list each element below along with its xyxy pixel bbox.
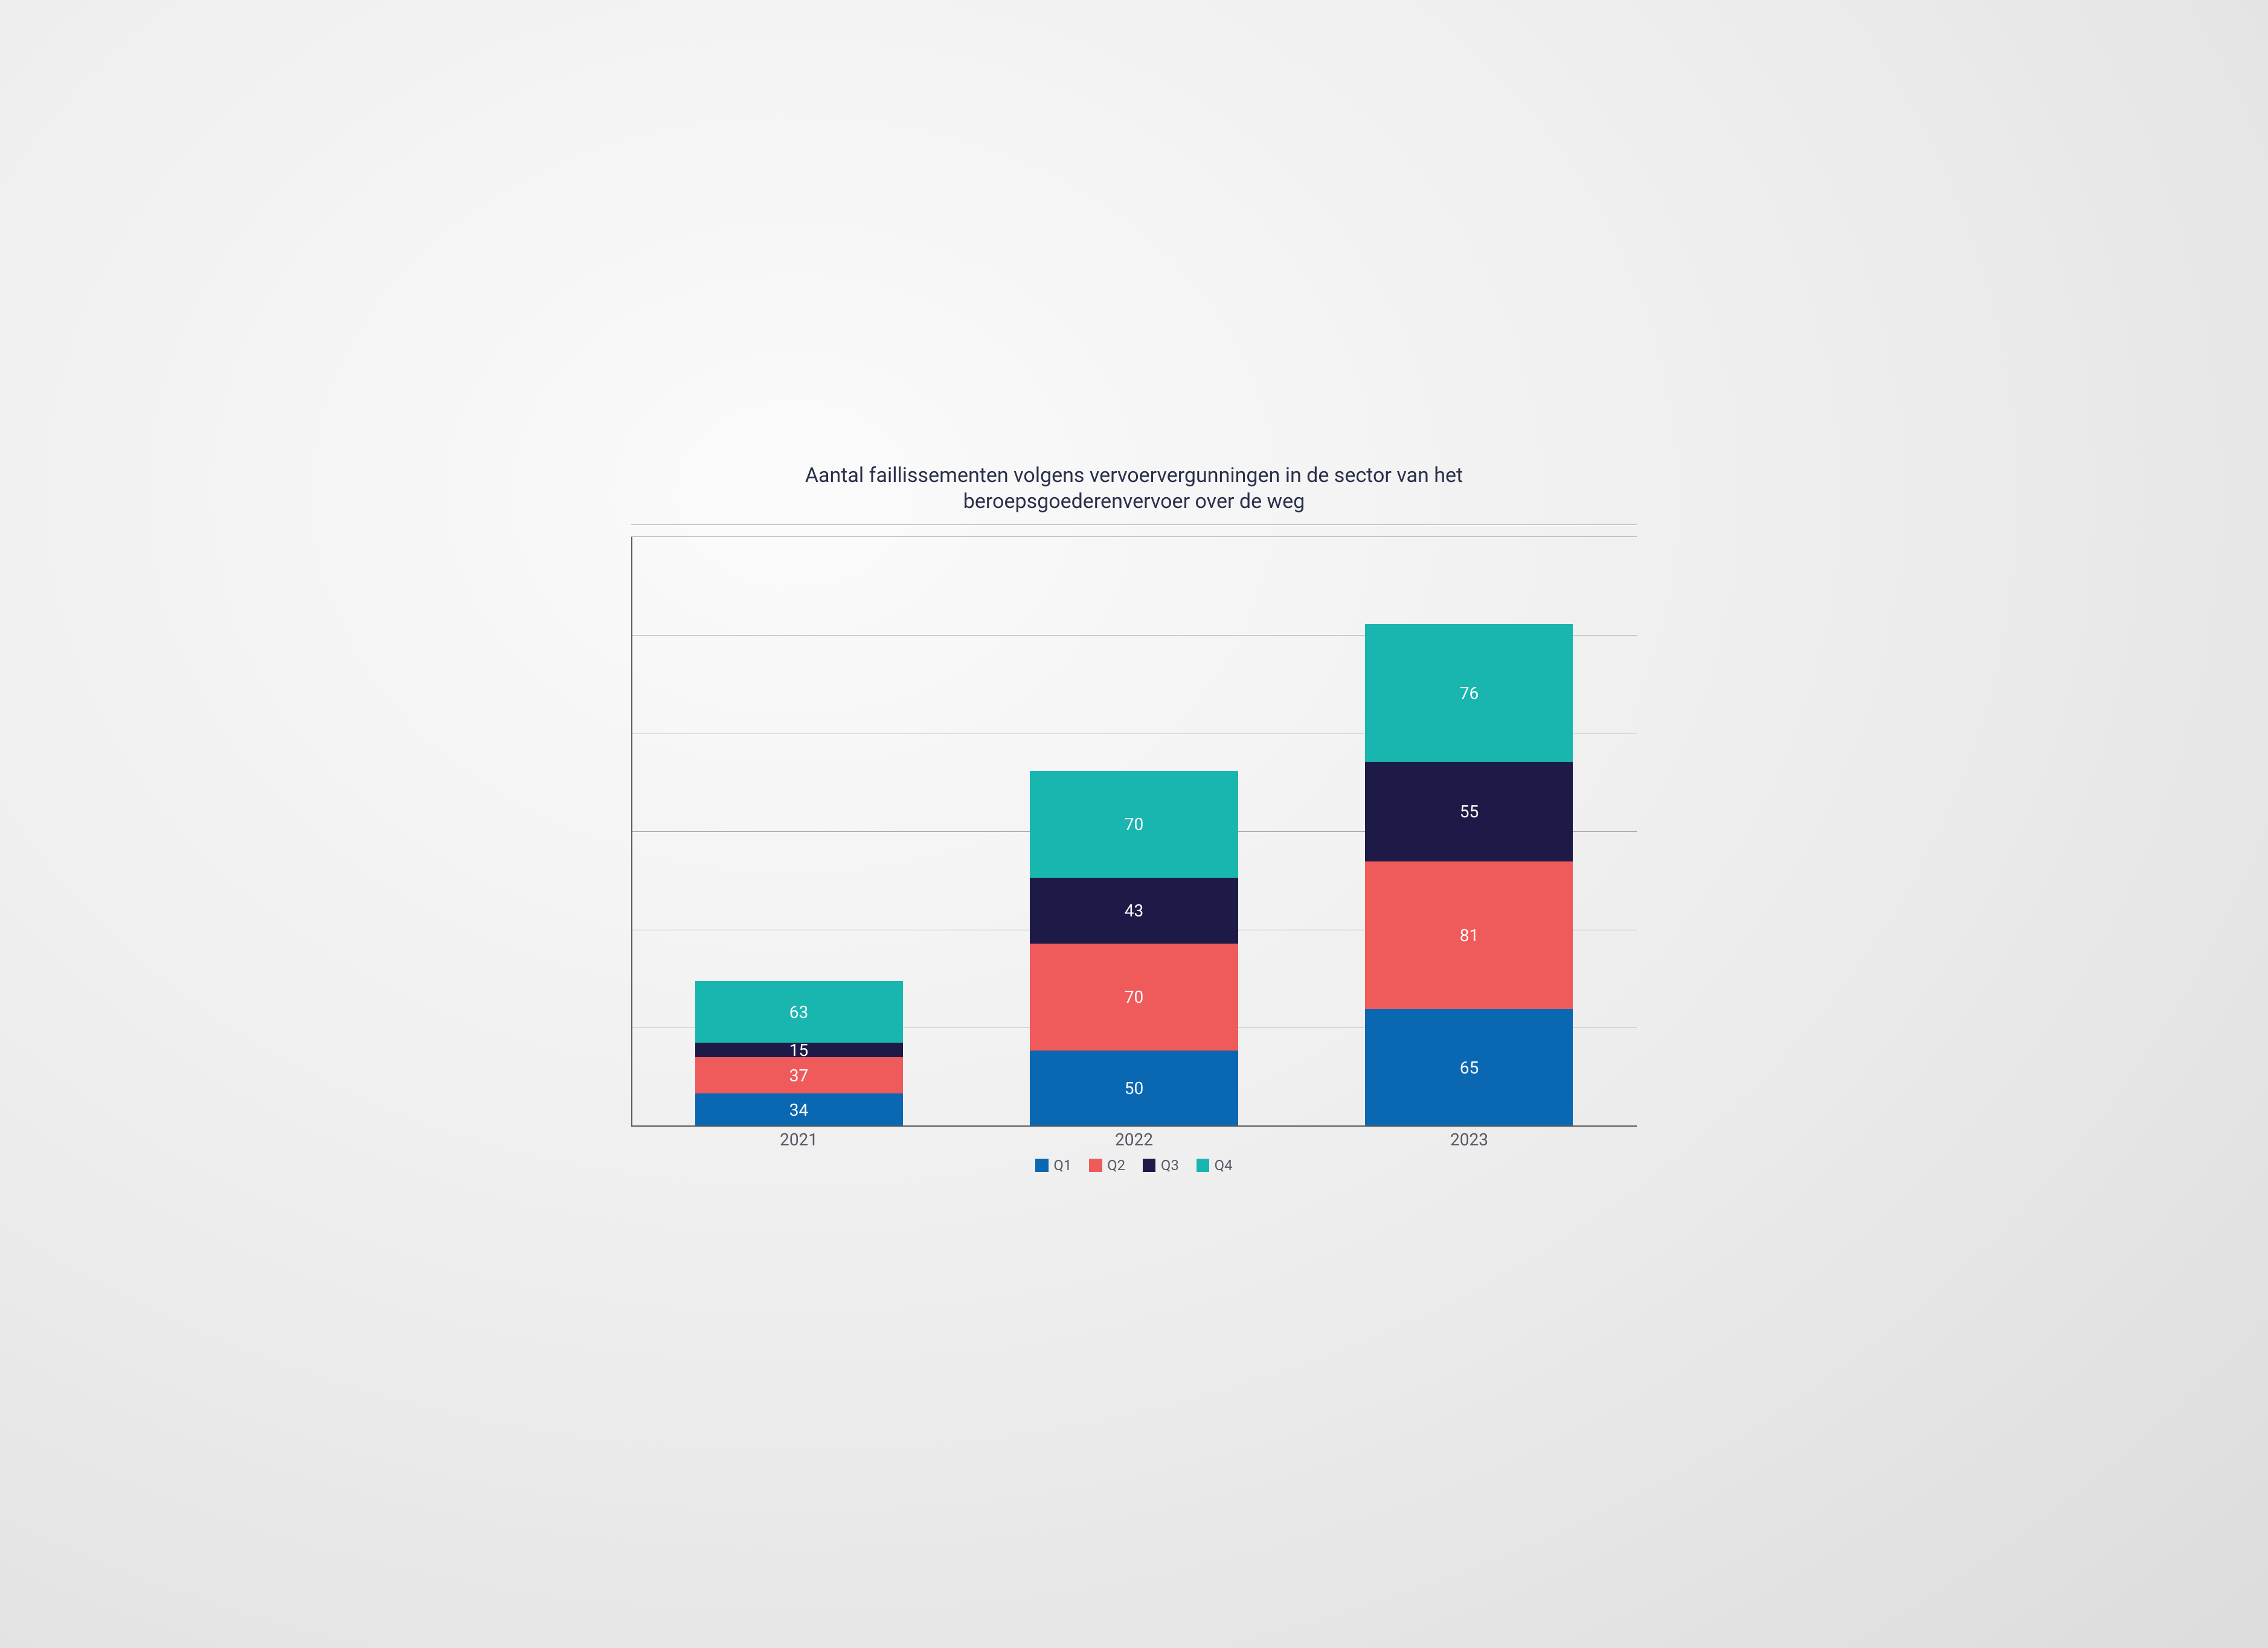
bar-segment-q3: 55 <box>1365 762 1573 861</box>
title-divider <box>631 524 1637 525</box>
stacked-bar: 34371563 <box>695 834 903 1127</box>
bar-segment-q2: 70 <box>1030 944 1238 1051</box>
stacked-bar: 65815576 <box>1365 582 1573 1127</box>
legend-item-q3: Q3 <box>1143 1157 1179 1174</box>
legend-swatch <box>1197 1159 1210 1172</box>
bar-segment-q1: 50 <box>1030 1051 1238 1127</box>
chart-title: Aantal faillissementen volgens vervoerve… <box>631 463 1637 514</box>
x-axis-baseline <box>631 1125 1637 1127</box>
legend-swatch <box>1035 1159 1049 1172</box>
bar-slot: 34371563 <box>631 537 966 1127</box>
bar-segment-q2: 81 <box>1365 861 1573 1008</box>
bar-segment-q3: 43 <box>1030 878 1238 944</box>
chart-container: Aantal faillissementen volgens vervoerve… <box>591 429 1678 1219</box>
legend-item-q1: Q1 <box>1035 1157 1071 1174</box>
bars-layer: 343715635070437065815576 <box>631 537 1637 1127</box>
x-axis-labels: 202120222023 <box>631 1130 1637 1150</box>
bar-slot: 50704370 <box>966 537 1302 1127</box>
legend: Q1 Q2 Q3 Q4 <box>631 1157 1637 1174</box>
bar-slot: 65815576 <box>1302 537 1637 1127</box>
legend-label: Q4 <box>1215 1157 1233 1174</box>
x-axis-label: 2021 <box>631 1130 966 1150</box>
legend-swatch <box>1089 1159 1102 1172</box>
legend-swatch <box>1143 1159 1156 1172</box>
bar-segment-q1: 65 <box>1365 1009 1573 1127</box>
bar-segment-q2: 37 <box>695 1057 903 1093</box>
x-axis-label: 2022 <box>966 1130 1302 1150</box>
bar-segment-q4: 76 <box>1365 624 1573 762</box>
stacked-bar: 50704370 <box>1030 669 1238 1127</box>
bar-segment-q3: 15 <box>695 1043 903 1057</box>
legend-label: Q1 <box>1053 1157 1071 1174</box>
plot-area: 343715635070437065815576 <box>631 537 1637 1127</box>
legend-item-q4: Q4 <box>1197 1157 1233 1174</box>
bar-segment-q4: 70 <box>1030 771 1238 878</box>
bar-segment-q1: 34 <box>695 1093 903 1127</box>
legend-label: Q2 <box>1107 1157 1125 1174</box>
bar-segment-q4: 63 <box>695 981 903 1043</box>
x-axis-label: 2023 <box>1302 1130 1637 1150</box>
legend-item-q2: Q2 <box>1089 1157 1125 1174</box>
legend-label: Q3 <box>1161 1157 1179 1174</box>
